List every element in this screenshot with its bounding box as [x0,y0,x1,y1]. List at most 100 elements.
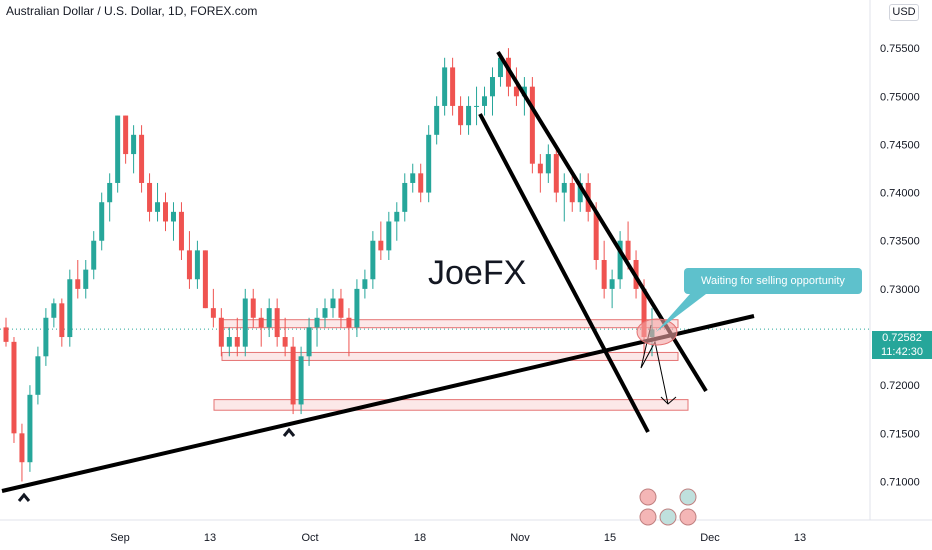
candle-body [625,240,631,260]
event-flag-icon [679,508,697,526]
event-flag-icon [639,508,657,526]
candle-body [402,182,408,212]
projected-path [640,324,669,405]
candle-body [242,298,248,347]
candle-body [186,250,192,280]
candle-body [537,163,543,174]
candle-body [170,211,176,222]
last-price-value: 0.72582 [882,332,922,344]
candle-body [577,182,583,203]
bar-countdown: 11:42:30 [880,346,923,358]
candle-body [11,341,17,434]
candle-body [83,269,89,289]
x-tick-label: 13 [794,532,806,544]
currency-selector[interactable]: USD [889,4,919,21]
candle-body [346,317,352,328]
candle-body [601,260,607,289]
candle-body [67,279,73,338]
x-tick-label: Sep [110,532,130,544]
candle-body [489,77,495,97]
candle-body [282,337,288,347]
candle-body [266,308,272,328]
y-axis: 0.710000.715000.720000.725000.730000.735… [869,0,920,520]
candle-body [442,67,448,106]
candlestick-series [3,48,655,482]
candle-body [155,202,161,212]
candle-body [314,317,320,328]
candle-body [370,240,376,280]
candle-body [91,240,97,270]
candle-body [378,240,384,251]
up-arrow-icon [282,427,296,437]
y-tick-label: 0.75000 [880,91,920,103]
candle-body [354,288,360,328]
candle-body [131,134,137,155]
y-tick-label: 0.74000 [880,188,920,200]
candle-body [513,86,519,97]
candle-body [210,308,216,318]
projected-arrowhead [660,396,677,405]
candle-body [474,105,480,107]
event-flag-icon [679,488,697,506]
event-flag-icon [639,488,657,506]
candle-body [290,346,296,405]
candle-body [298,356,304,405]
highlight-ellipse [636,318,678,346]
x-tick-label: Oct [301,532,318,544]
candle-body [497,57,503,78]
candle-body [482,96,488,106]
x-axis: Sep 13 Oct 18 Nov 15 Dec 13 [0,519,932,544]
candle-body [322,308,328,318]
candle-body [617,240,623,280]
candle-body [426,134,432,193]
candle-body [43,317,49,357]
candle-body [234,337,240,347]
channel-lower [478,113,650,433]
candle-body [274,308,280,338]
zone-rect [213,399,689,411]
candle-body [466,105,472,126]
candle-body [123,115,129,155]
channel-upper [496,50,708,393]
candle-body [75,279,81,289]
candle-body [338,298,344,318]
candle-body [139,134,145,183]
y-tick-label: 0.74500 [880,139,920,151]
candle-body [250,298,256,318]
candle-body [51,303,57,318]
candle-body [545,154,551,174]
zone-rect [221,351,679,361]
candle-body [362,279,368,289]
support-trendline [1,314,755,493]
candle-body [107,182,113,203]
candle-body [609,279,615,289]
chart-title: Australian Dollar / U.S. Dollar, 1D, FOR… [6,4,258,18]
candle-body [553,154,559,193]
candle-body [218,317,224,347]
candle-body [59,303,65,338]
candle-body [202,250,208,309]
y-tick-label: 0.71500 [880,428,920,440]
candle-body [561,182,567,193]
candle-body [226,337,232,347]
candle-body [99,202,105,241]
candle-body [330,298,336,309]
event-flag-icon [659,508,677,526]
candle-body [458,105,464,126]
y-tick-label: 0.72000 [880,380,920,392]
candle-body [163,202,169,222]
y-tick-label: 0.73000 [880,284,920,296]
candle-body [178,211,184,251]
y-tick-label: 0.75500 [880,43,920,55]
y-tick-label: 0.73500 [880,236,920,248]
trendlines [1,50,755,493]
callout-label: Waiting for selling opportunity [684,268,862,294]
candle-body [115,115,121,183]
zone-rect [221,319,679,329]
candle-body [641,288,647,338]
candle-body [258,317,264,328]
candle-body [19,433,25,463]
candle-body [434,105,440,135]
candle-body [410,173,416,183]
